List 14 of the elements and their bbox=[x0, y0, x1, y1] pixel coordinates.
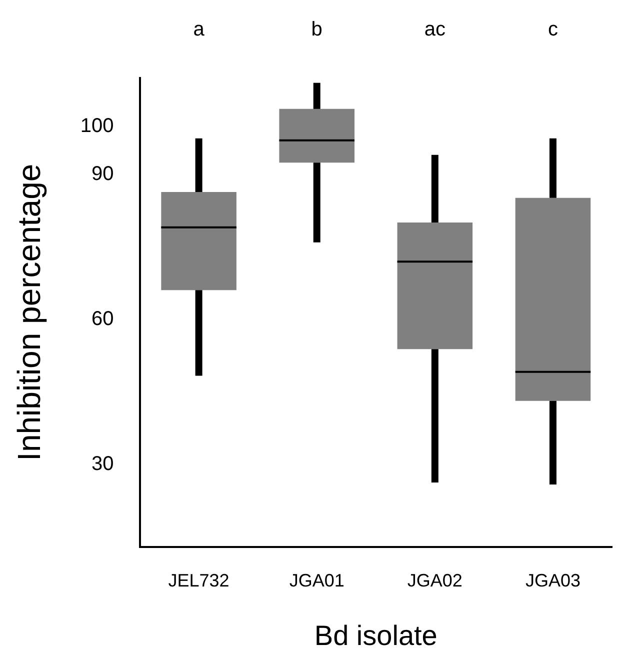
x-axis-title: Bd isolate bbox=[314, 620, 438, 651]
x-tick-label: JGA02 bbox=[407, 570, 462, 591]
text: c bbox=[548, 18, 558, 41]
text: b bbox=[311, 18, 322, 41]
y-tick-label: 60 bbox=[92, 308, 114, 330]
x-tick-label: JGA01 bbox=[289, 570, 344, 591]
y-tick-label: 90 bbox=[92, 163, 114, 186]
x-tick-label: JEL732 bbox=[168, 570, 230, 591]
text: a bbox=[193, 18, 206, 41]
x-tick-label: JGA03 bbox=[525, 570, 580, 591]
y-tick-label: 30 bbox=[92, 453, 114, 476]
text: ac bbox=[424, 18, 446, 41]
y-axis-title: Inhibition percentage bbox=[11, 164, 48, 461]
y-tick-label: 100 bbox=[80, 114, 114, 137]
